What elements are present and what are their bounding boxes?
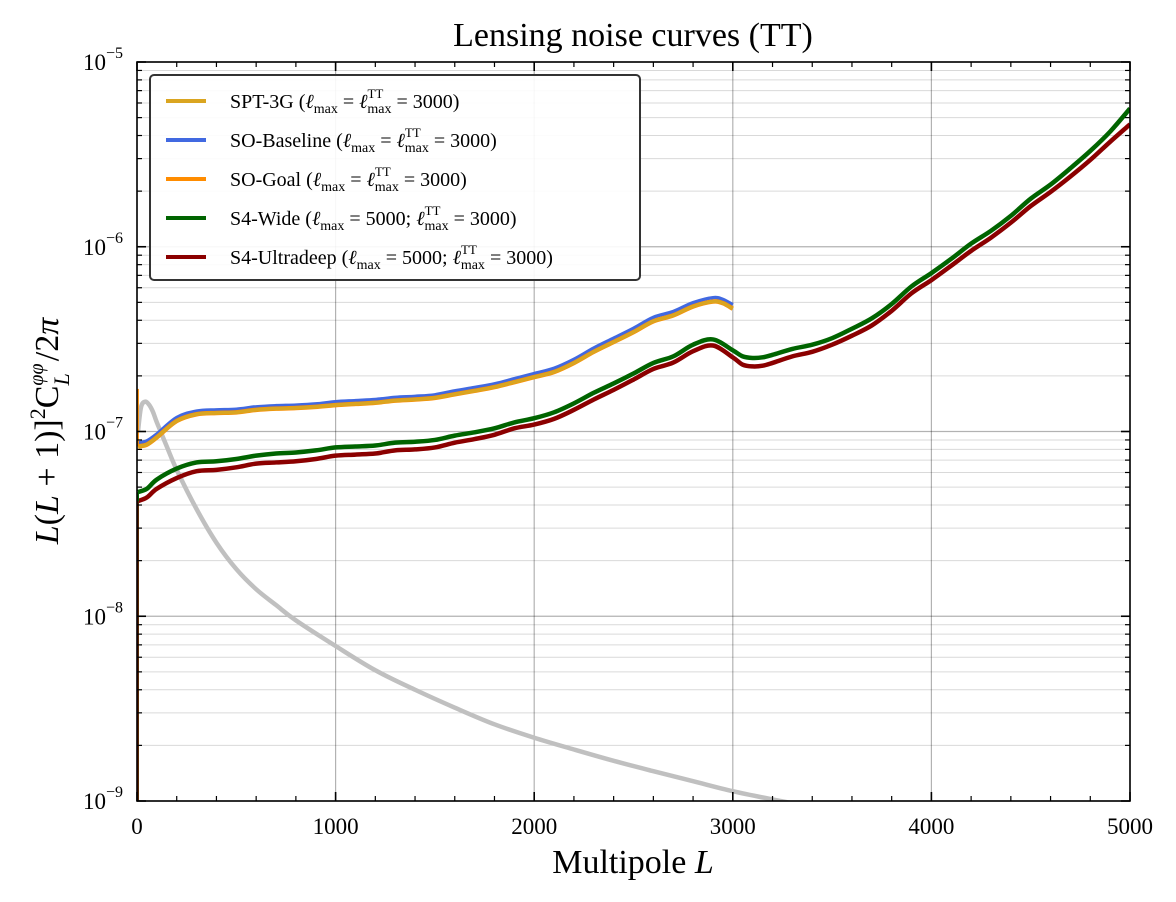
- y-tick-label: 10−9: [83, 784, 123, 814]
- legend-entry-mid: = 5000;: [381, 247, 453, 269]
- legend-entry-sup: TT: [425, 203, 441, 218]
- legend-entry-sub: max: [321, 180, 345, 195]
- legend-entry: S4-Wide (ℓmax = 5000; ℓTT max = 3000): [230, 203, 517, 234]
- legend-entry-ell: ℓ: [367, 169, 376, 191]
- y-axis-label-plus: + 1)]: [29, 419, 66, 495]
- legend-entry-prefix: S4-Ultradeep (: [230, 247, 349, 269]
- y-axis-label-open: (: [29, 514, 66, 525]
- legend-entry: SO-Goal (ℓmax = ℓTT max = 3000): [230, 164, 467, 195]
- x-tick-label: 2000: [511, 814, 557, 839]
- legend-entry-ell: ℓ: [453, 247, 462, 269]
- legend-entry-ell: ℓ: [313, 169, 322, 191]
- series-layer: [137, 107, 1130, 801]
- y-tick-label: 10−6: [83, 230, 123, 260]
- y-tick-label-exponent: −7: [106, 415, 123, 432]
- legend-entry-ell: ℓ: [416, 208, 425, 230]
- legend-entry-sup: TT: [367, 86, 383, 101]
- legend-entry-suffix: = 3000): [449, 208, 517, 230]
- legend-entry-suffix: = 3000): [391, 91, 459, 113]
- legend-entry-sub: max: [375, 180, 399, 195]
- y-tick-label-base: 10: [83, 604, 106, 629]
- legend-frame: [149, 74, 641, 281]
- y-tick-label-exponent: −5: [106, 45, 123, 62]
- x-axis-label: Multipole L: [552, 844, 714, 881]
- legend: SPT-3G (ℓmax = ℓTT max = 3000)SO-Baseline…: [149, 74, 641, 281]
- y-axis-label-phiphi: φφ: [26, 363, 48, 385]
- x-tick-label: 1000: [313, 814, 359, 839]
- x-tick-label: 4000: [908, 814, 954, 839]
- ticks: [136, 61, 1131, 802]
- y-tick-label-base: 10: [83, 789, 106, 814]
- y-tick-label-exponent: −9: [106, 784, 123, 801]
- y-tick-label-base: 10: [83, 235, 106, 260]
- y-tick-label-exponent: −6: [106, 230, 123, 247]
- x-axis-label-symbol: L: [694, 844, 714, 881]
- y-tick-label: 10−5: [83, 45, 123, 75]
- legend-entry-sub: max: [357, 258, 381, 273]
- series-line: [137, 295, 734, 445]
- y-tick-label-base: 10: [83, 420, 106, 445]
- legend-entry: SO-Baseline (ℓmax = ℓTT max = 3000): [230, 125, 497, 156]
- y-axis-label-C: C: [29, 386, 66, 409]
- legend-entry-sup: TT: [405, 125, 421, 140]
- x-tick-label: 0: [131, 814, 143, 839]
- legend-entry-prefix: SPT-3G (: [230, 91, 306, 113]
- y-tick-label: 10−7: [83, 415, 123, 445]
- legend-entry-sub: max: [461, 258, 485, 273]
- legend-entry-sub: max: [351, 141, 375, 156]
- y-axis-label-sq: 2: [25, 408, 50, 419]
- legend-entry-ell: ℓ: [312, 208, 321, 230]
- legend-entry-sub: max: [320, 219, 344, 234]
- y-axis-label-L2: L: [29, 495, 66, 515]
- legend-entry-mid: =: [338, 91, 359, 113]
- y-axis-label-pi: π: [29, 317, 66, 335]
- y-axis-label-div: /2: [29, 335, 66, 361]
- series-line: [137, 299, 734, 449]
- legend-entry-ell: ℓ: [305, 91, 314, 113]
- legend-entry-suffix: = 3000): [485, 247, 553, 269]
- x-tick-label: 5000: [1107, 814, 1153, 839]
- legend-entry-prefix: SO-Baseline (: [230, 130, 343, 152]
- legend-entry-ell: ℓ: [343, 130, 352, 152]
- series-line: [137, 107, 1130, 495]
- legend-entry-ell: ℓ: [348, 247, 357, 269]
- y-tick-label-exponent: −8: [106, 599, 123, 616]
- y-tick-label-base: 10: [83, 50, 106, 75]
- legend-entry-sup: TT: [375, 164, 391, 179]
- tick-labels: 10−910−810−710−610−50 1000 2000 3000 4000 500…: [83, 45, 1153, 839]
- legend-entry-sup: TT: [461, 242, 477, 257]
- legend-entry-prefix: SO-Goal (: [230, 169, 313, 191]
- legend-entry-sub: max: [405, 141, 429, 156]
- y-axis-label-L: L: [29, 525, 66, 545]
- legend-entry-sub: max: [424, 219, 448, 234]
- y-tick-label: 10−8: [83, 599, 123, 629]
- legend-entry-ell: ℓ: [397, 130, 406, 152]
- series-line: [137, 122, 1130, 504]
- legend-entry-sub: max: [314, 102, 338, 117]
- y-axis-label-subL: L: [49, 373, 74, 386]
- series-line: [137, 399, 794, 801]
- chart-title: Lensing noise curves (TT): [453, 17, 813, 54]
- legend-entry-prefix: S4-Wide (: [230, 208, 312, 230]
- legend-entry-ell: ℓ: [359, 91, 368, 113]
- legend-entry-mid: =: [375, 130, 396, 152]
- legend-entry-suffix: = 3000): [429, 130, 497, 152]
- legend-entry-sub: max: [367, 102, 391, 117]
- legend-entry-suffix: = 3000): [399, 169, 467, 191]
- legend-entry-mid: = 5000;: [344, 208, 416, 230]
- x-axis-label-text: Multipole: [552, 844, 695, 881]
- legend-entry: SPT-3G (ℓmax = ℓTT max = 3000): [230, 86, 459, 117]
- y-axis-label: L(L + 1)]2CφφL/2π: [25, 317, 74, 546]
- x-tick-label: 3000: [710, 814, 756, 839]
- legend-entry-mid: =: [345, 169, 366, 191]
- legend-entry: S4-Ultradeep (ℓmax = 5000; ℓTT max = 3000…: [230, 242, 553, 273]
